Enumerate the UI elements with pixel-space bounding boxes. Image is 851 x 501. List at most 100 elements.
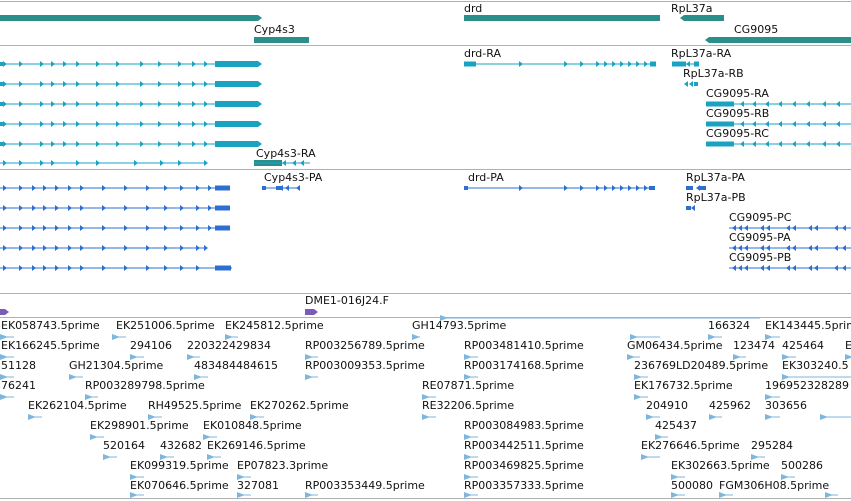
est-label[interactable]: 425962 <box>709 399 751 412</box>
est-label[interactable]: RE07871.5prime <box>422 379 514 392</box>
est-arrow[interactable] <box>69 374 77 380</box>
est-label[interactable]: RH49525.5prime <box>148 399 242 412</box>
gene-bar[interactable] <box>464 15 660 21</box>
est-arrow[interactable] <box>464 374 472 380</box>
est-label[interactable]: 294106 <box>130 339 172 352</box>
protein-label-rpl37a-pa[interactable]: RpL37a-PA <box>686 171 745 184</box>
est-arrow[interactable] <box>765 394 773 400</box>
est-arrow[interactable] <box>781 474 789 480</box>
est-arrow[interactable] <box>464 434 472 440</box>
exon-block[interactable] <box>672 61 686 67</box>
est-label[interactable]: 303656 <box>765 399 807 412</box>
exon-block[interactable] <box>464 61 476 67</box>
est-arrow[interactable] <box>820 414 828 420</box>
est-arrow[interactable] <box>412 334 420 340</box>
exon-block[interactable] <box>650 61 656 67</box>
est-label[interactable]: EK245812.5prime <box>225 319 324 332</box>
est-label[interactable]: RP003289798.5prime <box>85 379 205 392</box>
est-arrow[interactable] <box>103 454 111 460</box>
exon-block[interactable] <box>215 81 262 87</box>
est-label[interactable]: 500080 <box>671 479 713 492</box>
est-arrow[interactable] <box>671 492 679 498</box>
est-arrow[interactable] <box>85 394 93 400</box>
gene-bar[interactable] <box>254 37 309 43</box>
exon-block[interactable] <box>0 82 3 86</box>
exon-block[interactable] <box>0 122 3 126</box>
exon-block[interactable] <box>215 185 230 191</box>
est-label[interactable]: EK302663.5prime <box>671 459 770 472</box>
transcript-label-rpl37a-rb[interactable]: RpL37a-RB <box>683 67 744 80</box>
est-arrow[interactable] <box>112 334 120 340</box>
est-label[interactable]: 432682 <box>160 439 202 452</box>
est-arrow[interactable] <box>225 334 233 340</box>
est-arrow[interactable] <box>203 434 211 440</box>
est-label[interactable]: RP003481410.5prime <box>464 339 584 352</box>
exon-block[interactable] <box>215 121 262 127</box>
est-label[interactable]: 500286 <box>781 459 823 472</box>
est-arrow[interactable] <box>305 354 313 360</box>
est-arrow[interactable] <box>464 474 472 480</box>
exon-block[interactable] <box>694 82 698 86</box>
est-arrow[interactable] <box>751 454 759 460</box>
est-label[interactable]: EK166245.5prime <box>1 339 100 352</box>
exon-block[interactable] <box>464 186 468 190</box>
protein-label-cg9095-pc[interactable]: CG9095-PC <box>729 211 792 224</box>
gene-bar[interactable] <box>680 15 724 21</box>
gene-label-rpl37a[interactable]: RpL37a <box>671 2 713 15</box>
est-label[interactable]: RE32206.5prime <box>422 399 514 412</box>
est-arrow[interactable] <box>646 414 654 420</box>
exon-block[interactable] <box>215 225 230 231</box>
est-label[interactable]: 76241 <box>1 379 36 392</box>
est-label[interactable]: 51128 <box>1 359 36 372</box>
gene-label-cg9095[interactable]: CG9095 <box>734 23 778 36</box>
est-label[interactable]: 520164 <box>103 439 145 452</box>
est-arrow[interactable] <box>194 374 202 380</box>
est-arrow[interactable] <box>250 414 258 420</box>
est-label[interactable]: GH21304.5prime <box>69 359 164 372</box>
est-arrow[interactable] <box>655 434 663 440</box>
est-arrow[interactable] <box>305 374 313 380</box>
gene-bar[interactable] <box>705 37 851 43</box>
exon-block[interactable] <box>215 61 262 67</box>
gene-label-drd[interactable]: drd <box>464 2 482 15</box>
exon-block[interactable] <box>706 121 734 127</box>
est-label[interactable]: 123474 <box>733 339 775 352</box>
est-arrow[interactable] <box>422 394 430 400</box>
exon-block[interactable] <box>215 141 262 147</box>
est-label[interactable]: EP07823.3prime <box>237 459 328 472</box>
est-arrow[interactable] <box>237 492 245 498</box>
est-label[interactable]: EK099319.5prime <box>130 459 229 472</box>
exon-block[interactable] <box>215 205 230 211</box>
est-arrow[interactable] <box>719 492 727 498</box>
gene-bar[interactable] <box>0 15 262 21</box>
clone-label[interactable]: DME1-016J24.F <box>305 294 389 307</box>
est-label[interactable]: EK251006.5prime <box>116 319 215 332</box>
est-arrow[interactable] <box>709 414 717 420</box>
est-label[interactable]: EK303240.5 <box>782 359 849 372</box>
est-label[interactable]: 204910 <box>646 399 688 412</box>
exon-block[interactable] <box>276 186 283 190</box>
est-arrow[interactable] <box>765 414 773 420</box>
est-arrow[interactable] <box>440 315 448 321</box>
est-arrow[interactable] <box>782 374 790 380</box>
est-arrow[interactable] <box>90 434 98 440</box>
est-arrow[interactable] <box>733 354 741 360</box>
est-label[interactable]: RP003442511.5prime <box>464 439 584 452</box>
exon-block[interactable] <box>649 186 655 190</box>
est-label[interactable]: EK270262.5prime <box>250 399 349 412</box>
exon-block[interactable] <box>686 206 691 210</box>
est-arrow[interactable] <box>130 354 138 360</box>
est-arrow[interactable] <box>148 414 156 420</box>
est-label[interactable]: 483484484615 <box>194 359 278 372</box>
est-arrow[interactable] <box>28 414 36 420</box>
est-label[interactable]: EK298901.5prime <box>90 419 189 432</box>
est-label[interactable]: EK058743.5prime <box>1 319 100 332</box>
est-arrow[interactable] <box>825 492 833 498</box>
est-label[interactable]: FGM306H08.5prime <box>719 479 829 492</box>
exon-block[interactable] <box>694 61 699 67</box>
est-arrow[interactable] <box>187 354 195 360</box>
exon-block[interactable] <box>215 101 262 107</box>
clone-bar[interactable] <box>305 309 318 315</box>
est-arrow[interactable] <box>237 474 245 480</box>
est-label[interactable]: RP003256789.5prime <box>305 339 425 352</box>
